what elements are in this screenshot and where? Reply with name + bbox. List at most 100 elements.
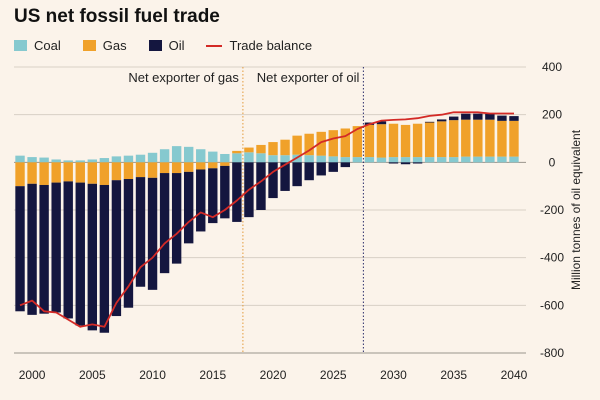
coal-bar — [220, 153, 230, 163]
coal-bar — [147, 152, 158, 163]
gas-bar — [328, 130, 338, 157]
oil-bar — [304, 162, 314, 181]
coal-bar — [497, 156, 507, 163]
gas-bar — [111, 162, 122, 181]
legend-item-oil: Oil — [148, 38, 185, 53]
y-tick-label: 400 — [542, 60, 562, 74]
gas-bar — [424, 122, 435, 158]
coal-bar — [268, 155, 278, 163]
gas-bar — [268, 142, 278, 156]
annotation-label: Net exporter of gas — [128, 70, 239, 85]
oil-bar — [15, 186, 25, 312]
coal-bar — [208, 151, 218, 163]
oil-bar — [280, 162, 290, 191]
y-tick-label: -400 — [540, 251, 564, 265]
trade-balance-line — [19, 111, 514, 328]
oil-bar — [256, 162, 266, 210]
y-tick-label: 0 — [549, 155, 556, 169]
oil-bar — [424, 121, 435, 123]
coal-bar — [244, 152, 254, 163]
coal-bar — [400, 157, 411, 163]
coal-bar — [232, 153, 242, 163]
coal-bar — [111, 156, 122, 163]
gas-bar — [364, 124, 375, 158]
y-tick-label: 200 — [542, 108, 562, 122]
gas-bar — [159, 162, 170, 174]
legend-label-trade-balance: Trade balance — [229, 38, 313, 53]
coal-bar — [75, 160, 85, 163]
gas-bar — [208, 162, 218, 169]
gas-bar — [51, 162, 61, 183]
coal-bar — [388, 157, 399, 163]
gas-bar — [509, 120, 519, 157]
oil-bar — [39, 184, 49, 314]
coal-bar — [485, 156, 495, 163]
oil-bar — [208, 168, 218, 224]
y-tick-label: -200 — [540, 203, 564, 217]
oil-bar — [316, 162, 326, 176]
x-tick-label: 2015 — [199, 368, 226, 382]
oil-bar — [485, 113, 495, 120]
coal-bar — [412, 157, 423, 163]
gas-bar — [449, 120, 459, 158]
coal-bar — [256, 153, 266, 163]
x-tick-label: 2020 — [260, 368, 287, 382]
oil-bar — [111, 180, 122, 317]
oil-bar — [183, 171, 194, 244]
gas-bar — [256, 144, 266, 154]
y-axis-title: Million tonnes of oil equivalent — [569, 129, 583, 290]
coal-bar — [424, 157, 435, 163]
oil-bar — [412, 162, 423, 164]
gas-bar — [485, 119, 495, 157]
oil-bar — [497, 115, 507, 121]
coal-bar — [340, 157, 351, 163]
gas-bar — [400, 124, 411, 158]
coal-bar — [135, 154, 146, 163]
x-tick-label: 2000 — [19, 368, 46, 382]
legend-label-oil: Oil — [168, 38, 185, 53]
coal-bar — [328, 156, 338, 163]
y-tick-label: -800 — [540, 346, 564, 360]
legend-item-trade-balance: Trade balance — [206, 38, 312, 53]
gas-bar — [436, 121, 447, 158]
gas-bar — [196, 162, 206, 170]
gas-bar — [99, 162, 110, 185]
oil-bar — [509, 116, 519, 121]
oil-bar — [340, 162, 351, 168]
gas-bar — [280, 139, 290, 156]
trade-balance-swatch — [206, 44, 223, 47]
oil-bar — [376, 121, 387, 125]
legend-label-gas: Gas — [102, 38, 127, 53]
coal-bar — [15, 155, 25, 163]
gas-bar — [15, 162, 25, 187]
coal-bar — [473, 156, 483, 163]
oil-bar — [51, 182, 61, 313]
legend: Coal Gas Oil Trade balance — [14, 38, 334, 53]
x-tick-label: 2005 — [79, 368, 106, 382]
gas-bar — [75, 162, 85, 183]
oil-bar — [135, 177, 146, 287]
coal-bar — [87, 159, 98, 163]
chart-title: US net fossil fuel trade — [14, 6, 220, 27]
coal-bar — [27, 157, 37, 163]
legend-item-coal: Coal — [14, 38, 61, 53]
x-tick-label: 2040 — [501, 368, 528, 382]
legend-label-coal: Coal — [34, 38, 61, 53]
gas-bar — [27, 162, 37, 184]
gas-bar — [183, 162, 194, 172]
x-tick-label: 2010 — [139, 368, 166, 382]
oil-bar — [232, 162, 242, 222]
coal-swatch — [14, 40, 27, 51]
coal-bar — [436, 157, 447, 163]
coal-bar — [461, 156, 471, 163]
coal-bar — [376, 157, 387, 163]
oil-bar — [87, 183, 98, 331]
gas-bar — [461, 119, 471, 157]
x-tick-label: 2035 — [440, 368, 467, 382]
x-tick-label: 2025 — [320, 368, 347, 382]
coal-bar — [39, 157, 49, 163]
gas-bar — [292, 135, 302, 155]
gas-bar — [316, 131, 326, 156]
gas-bar — [388, 123, 399, 158]
coal-bar — [171, 146, 182, 163]
